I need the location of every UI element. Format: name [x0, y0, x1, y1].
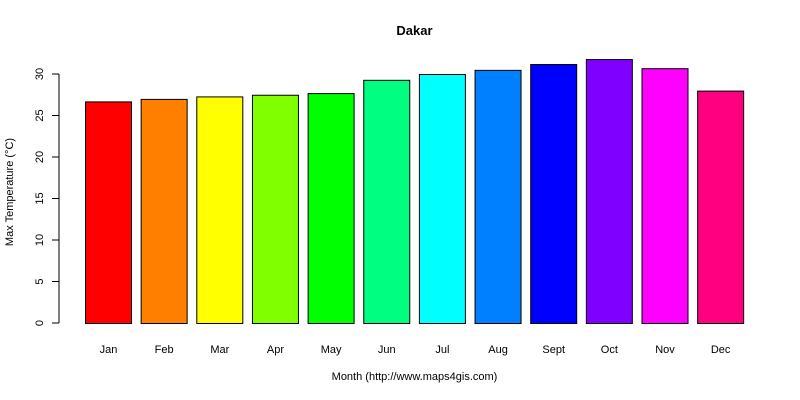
- x-tick-label: Feb: [155, 344, 174, 356]
- x-tick-label: Mar: [210, 344, 229, 356]
- bar-jul: [418, 74, 466, 324]
- bar-oct: [585, 59, 633, 325]
- bar-may: [307, 93, 355, 324]
- x-tick-label: Sept: [542, 344, 565, 356]
- x-tick-label: Apr: [267, 344, 284, 356]
- x-tick-label: May: [321, 344, 342, 356]
- x-tick-label: Jul: [435, 344, 449, 356]
- bar-jan: [85, 101, 132, 324]
- y-tick-label: 30: [34, 68, 46, 80]
- bar-nov: [641, 68, 689, 324]
- y-tick-label: 5: [34, 278, 46, 284]
- y-tick-label: 20: [34, 151, 46, 163]
- bar-feb: [140, 98, 188, 325]
- bar-aug: [474, 69, 522, 324]
- x-tick-label: Oct: [601, 344, 618, 356]
- bar-sept: [530, 64, 578, 324]
- x-tick-label: Nov: [655, 344, 675, 356]
- x-axis-label: Month (http://www.maps4gis.com): [331, 371, 498, 383]
- y-tick-label: 15: [34, 192, 46, 204]
- y-tick-label: 10: [34, 234, 46, 246]
- bar-jun: [363, 79, 411, 324]
- y-tick-label: 0: [34, 320, 46, 326]
- bar-apr: [251, 94, 299, 324]
- y-tick-label: 25: [34, 109, 46, 121]
- x-tick-label: Jun: [378, 344, 396, 356]
- x-tick-label: Jan: [100, 344, 118, 356]
- chart-title: Dakar: [396, 23, 433, 38]
- x-tick-label: Aug: [488, 344, 508, 356]
- x-tick-label: Dec: [711, 344, 731, 356]
- bar-dec: [697, 90, 745, 324]
- bar-mar: [196, 96, 244, 324]
